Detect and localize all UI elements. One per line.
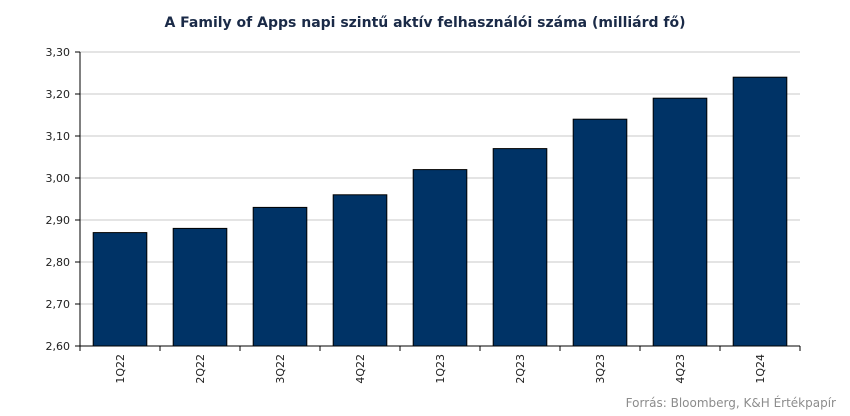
bar-1Q22 <box>92 232 148 347</box>
x-tick-label: 2Q23 <box>514 354 527 384</box>
y-tick-label: 3,30 <box>46 46 71 59</box>
x-tick-label: 4Q23 <box>674 354 687 384</box>
y-tick-label: 2,60 <box>46 340 71 353</box>
bar-4Q23 <box>652 97 708 347</box>
x-tick-label: 2Q22 <box>194 354 207 384</box>
x-tick-label: 1Q24 <box>754 354 767 384</box>
bar-3Q23 <box>572 118 628 347</box>
x-tick-label: 1Q22 <box>114 354 127 384</box>
y-tick-label: 2,70 <box>46 298 71 311</box>
x-tick-label: 1Q23 <box>434 354 447 384</box>
x-tick-label: 4Q22 <box>354 354 367 384</box>
source-note: Forrás: Bloomberg, K&H Értékpapír <box>625 396 836 410</box>
y-tick-label: 2,90 <box>46 214 71 227</box>
bar-2Q23 <box>492 148 548 347</box>
bar-1Q24 <box>732 76 788 347</box>
y-tick-label: 3,20 <box>46 88 71 101</box>
x-tick-label: 3Q23 <box>594 354 607 384</box>
y-tick-label: 3,10 <box>46 130 71 143</box>
tick-labels: 2,60 2,70 2,80 2,90 3,00 3,10 3,20 3,30 1Q22 2Q22… <box>46 46 768 384</box>
bars <box>92 76 788 347</box>
chart-title: A Family of Apps napi szintű aktív felha… <box>164 15 686 31</box>
bar-2Q22 <box>172 227 228 347</box>
bar-3Q22 <box>252 206 308 347</box>
bar-4Q22 <box>332 194 388 347</box>
y-tick-label: 2,80 <box>46 256 71 269</box>
y-tick-label: 3,00 <box>46 172 71 185</box>
bar-1Q23 <box>412 169 468 347</box>
axes <box>75 51 801 351</box>
x-tick-label: 3Q22 <box>274 354 287 384</box>
